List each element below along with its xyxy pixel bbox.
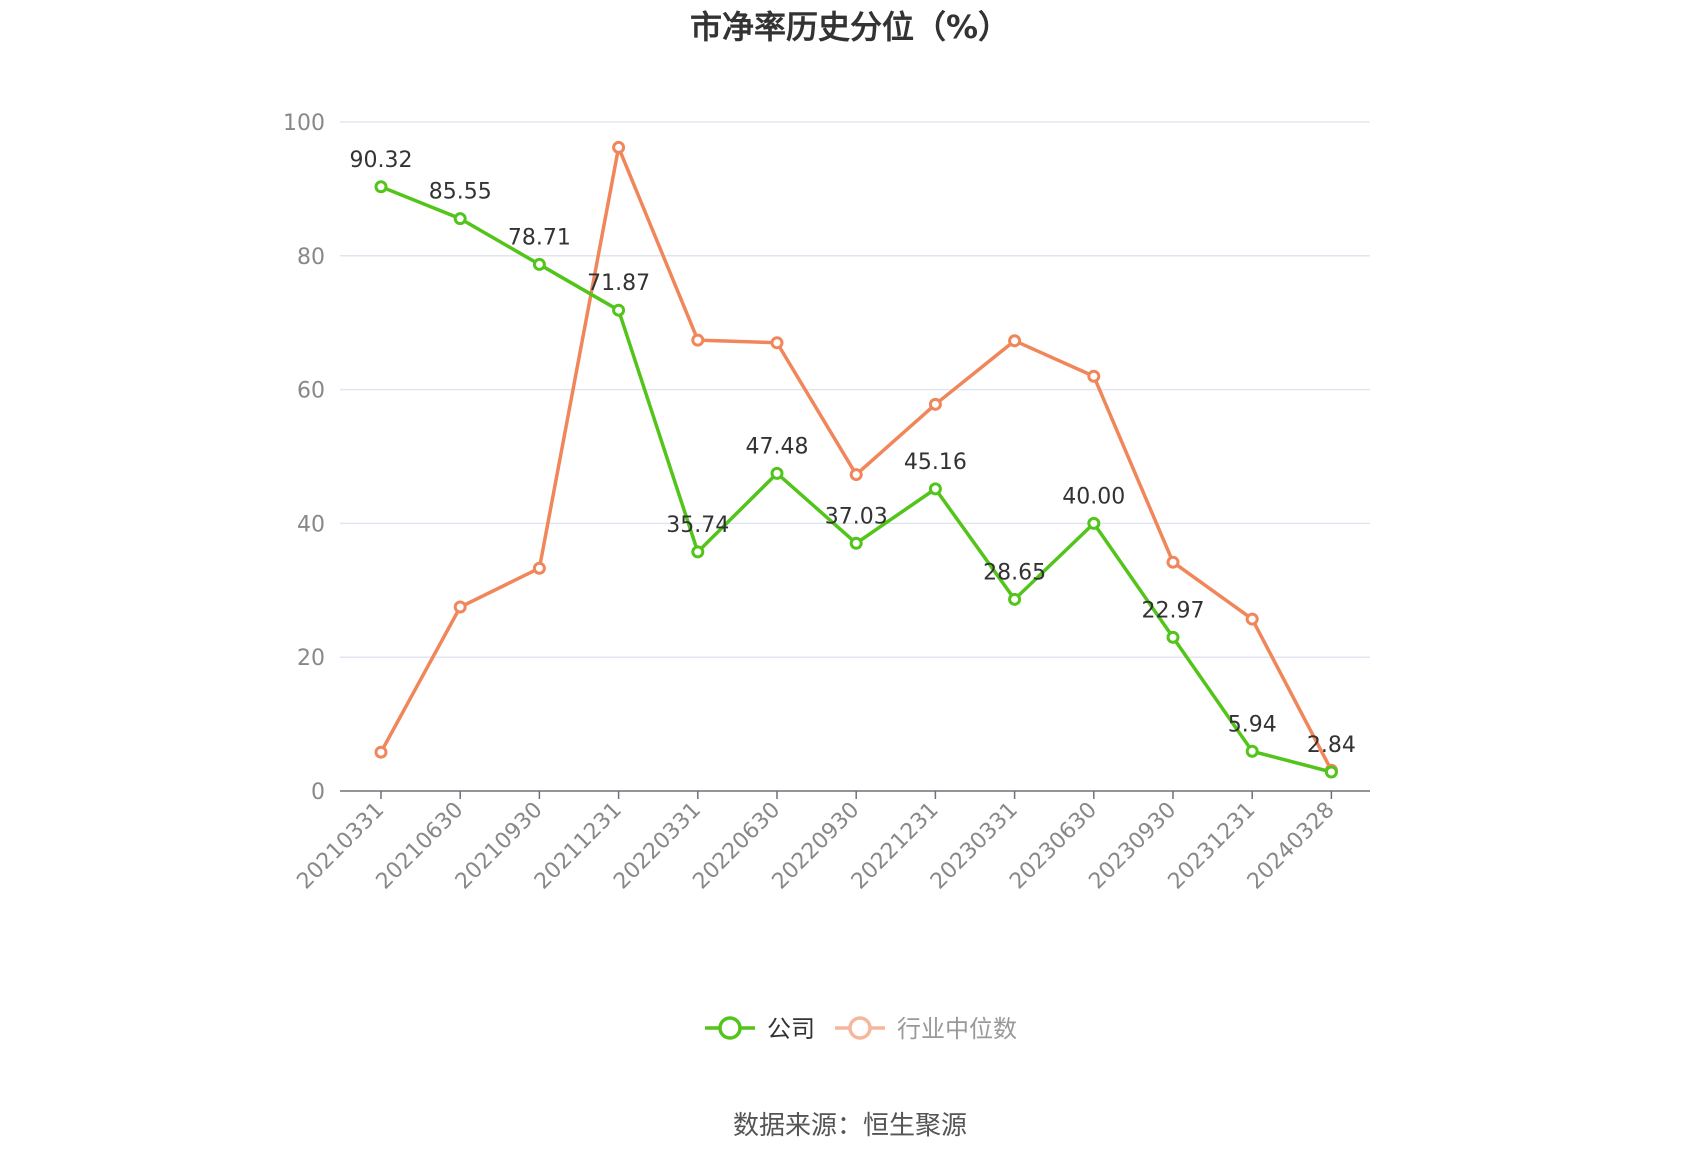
data-label: 22.97 — [1142, 598, 1205, 623]
data-point — [532, 257, 546, 271]
data-point — [849, 536, 863, 550]
data-point — [453, 600, 467, 614]
data-point — [1245, 744, 1259, 758]
y-tick-label: 20 — [297, 646, 325, 671]
y-tick-label: 40 — [297, 512, 325, 537]
data-label: 71.87 — [587, 271, 650, 296]
data-label: 5.94 — [1228, 712, 1277, 737]
data-label: 78.71 — [508, 225, 571, 250]
data-point — [1087, 516, 1101, 530]
data-label: 40.00 — [1062, 484, 1125, 509]
data-point — [1245, 612, 1259, 626]
data-point — [1008, 592, 1022, 606]
data-point — [1087, 369, 1101, 383]
y-tick-label: 60 — [297, 379, 325, 404]
data-label: 35.74 — [666, 513, 729, 538]
y-tick-label: 80 — [297, 245, 325, 270]
legend-label-industry[interactable]: 行业中位数 — [897, 1015, 1017, 1043]
data-point — [928, 482, 942, 496]
data-label: 37.03 — [825, 504, 888, 529]
data-labels: 90.32 85.55 78.71 71.87 35.74 47.48 37.03 45.16… — [350, 148, 1356, 758]
data-point — [691, 545, 705, 559]
y-tick-label: 0 — [311, 780, 325, 805]
legend-marker-company — [718, 1016, 742, 1040]
data-point — [770, 336, 784, 350]
data-point — [532, 561, 546, 575]
legend-label-company[interactable]: 公司 — [767, 1015, 815, 1043]
data-point — [770, 466, 784, 480]
data-point — [1324, 765, 1338, 779]
x-tick-label: 20240328 — [1243, 798, 1340, 895]
source-text: 数据来源：恒生聚源 — [733, 1111, 967, 1141]
data-point — [691, 333, 705, 347]
data-label: 85.55 — [429, 180, 492, 205]
data-point — [1166, 555, 1180, 569]
data-point — [374, 745, 388, 759]
data-point — [374, 180, 388, 194]
chart-title: 市净率历史分位（%） — [690, 8, 1010, 46]
data-label: 45.16 — [904, 450, 967, 475]
data-point — [1166, 630, 1180, 644]
data-label: 28.65 — [983, 560, 1046, 585]
data-point — [928, 397, 942, 411]
data-point — [453, 212, 467, 226]
data-point — [849, 468, 863, 482]
axes: 0204060801002021033120210630202109302021… — [283, 111, 1370, 894]
data-point — [612, 140, 626, 154]
data-point — [1008, 334, 1022, 348]
y-tick-label: 100 — [283, 111, 325, 136]
data-point — [612, 303, 626, 317]
data-label: 90.32 — [350, 148, 413, 173]
series-layer — [374, 140, 1338, 779]
data-label: 47.48 — [746, 434, 809, 459]
legend-marker-industry — [848, 1016, 872, 1040]
grid — [340, 121, 1370, 658]
data-label: 2.84 — [1307, 733, 1356, 758]
legend: 公司 行业中位数 — [705, 1015, 1017, 1043]
